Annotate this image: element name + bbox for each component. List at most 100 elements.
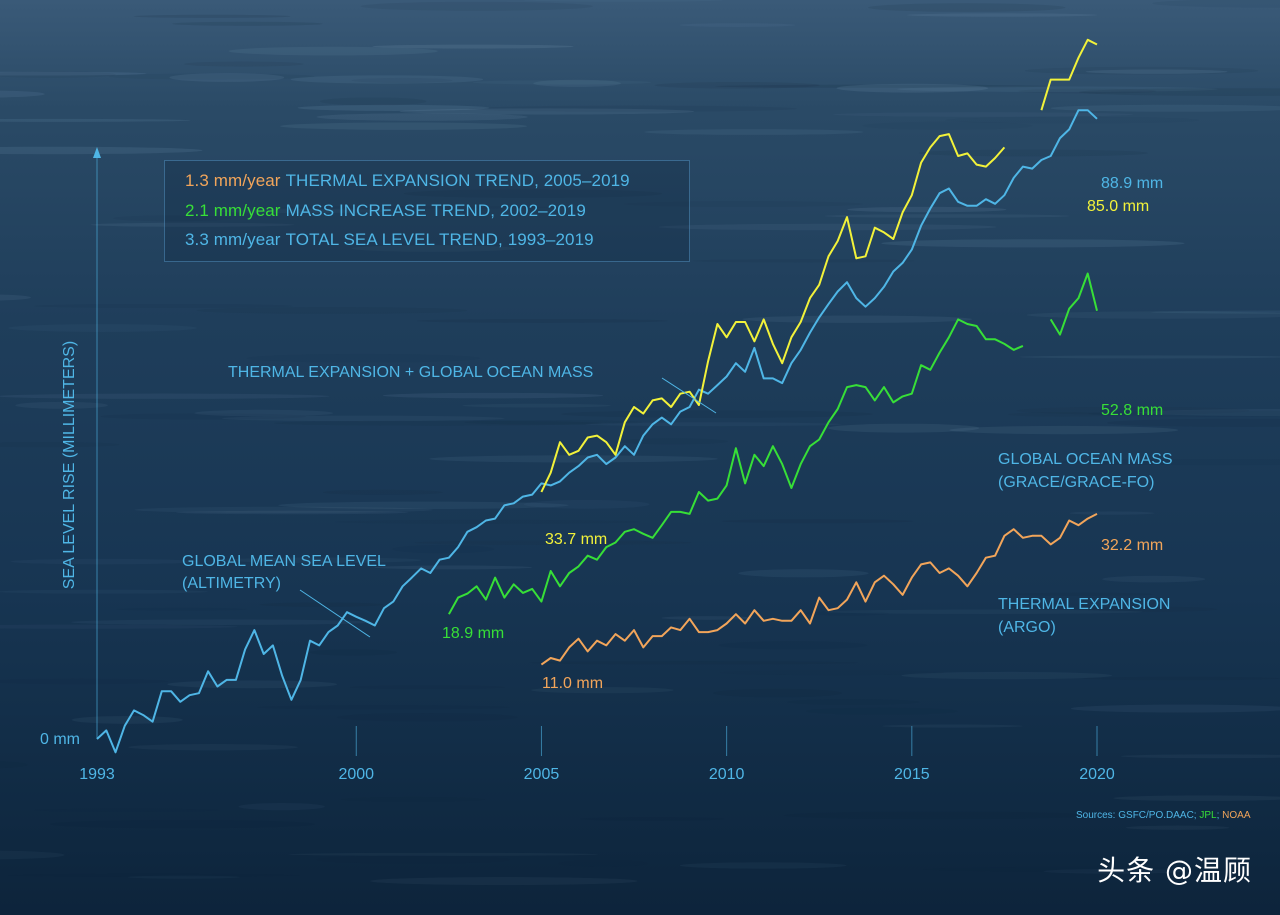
wave-ripple: [1013, 592, 1153, 596]
wave-ripple: [0, 761, 28, 769]
end-value-combined: 85.0 mm: [1087, 198, 1149, 215]
sources-noaa: NOAA: [1222, 810, 1251, 821]
series-label-mass: (GRACE/GRACE-FO): [998, 474, 1154, 491]
wave-ripple: [0, 393, 330, 399]
wave-ripple: [196, 307, 468, 314]
wave-ripple: [290, 75, 484, 84]
wave-ripple: [1152, 0, 1280, 8]
legend-text: MASS INCREASE TREND, 2002–2019: [285, 201, 586, 220]
wave-ripple: [100, 413, 306, 420]
wave-ripple: [128, 744, 298, 751]
wave-ripple: [468, 105, 798, 112]
legend-rate: 3.3 mm/year: [185, 230, 281, 249]
wave-ripple: [531, 687, 674, 694]
wave-ripple: [257, 705, 510, 710]
wave-ripple: [15, 401, 108, 409]
wave-ripple: [403, 189, 663, 199]
wave-ripple: [370, 877, 638, 886]
wave-ripple: [112, 215, 232, 222]
wave-ripple: [464, 420, 643, 425]
wave-ripple: [523, 499, 650, 509]
series-line-mass: [1049, 272, 1098, 336]
wave-ripple: [654, 81, 820, 89]
wave-ripple: [1070, 704, 1280, 713]
wave-ripple: [787, 699, 920, 705]
wave-ripple: [238, 803, 325, 811]
wave-ripple: [50, 819, 315, 829]
wave-ripple: [1151, 310, 1280, 314]
wave-ripple: [679, 862, 847, 869]
wave-ripple: [882, 724, 1023, 728]
wave-ripple: [824, 214, 1070, 218]
series-label-combined: THERMAL EXPANSION + GLOBAL OCEAN MASS: [228, 364, 593, 381]
series-label-mass: GLOBAL OCEAN MASS: [998, 451, 1173, 468]
wave-ripple: [416, 318, 668, 323]
wave-ripple: [278, 501, 569, 510]
series-line-total: [96, 109, 1098, 754]
x-tick-label: 2005: [524, 766, 560, 783]
wave-ripple: [644, 129, 864, 135]
legend-rate: 2.1 mm/year: [185, 201, 281, 220]
wave-ripple: [90, 222, 295, 227]
wave-ripple: [34, 303, 293, 308]
wave-ripple: [0, 71, 116, 78]
wave-ripple: [1079, 88, 1280, 96]
wave-ripple: [832, 112, 1134, 117]
wave-ripple: [391, 544, 495, 554]
wave-ripple: [1107, 418, 1280, 427]
wave-ripple: [349, 685, 506, 690]
legend-text: THERMAL EXPANSION TREND, 2005–2019: [285, 171, 630, 190]
wave-ripple: [472, 80, 652, 85]
wave-ripple: [1018, 88, 1157, 94]
wave-ripple: [617, 438, 728, 445]
x-tick-label: 2000: [338, 766, 374, 783]
wave-ripple: [523, 0, 723, 2]
wave-ripple: [918, 149, 1148, 157]
sources-jpl: JPL: [1199, 810, 1217, 821]
wave-ripple: [1121, 754, 1280, 759]
wave-ripple: [322, 489, 443, 495]
wave-ripple: [309, 649, 398, 656]
wave-ripple: [175, 510, 409, 515]
leader-line-total: [299, 589, 371, 638]
wave-ripple: [133, 14, 291, 18]
wave-ripple: [215, 209, 393, 214]
wave-ripple: [0, 146, 203, 155]
wave-ripple: [558, 860, 648, 868]
legend-row-mass: 2.1 mm/year MASS INCREASE TREND, 2002–201…: [185, 201, 586, 221]
series-line-mass: [448, 318, 1024, 615]
wave-ripple: [429, 455, 718, 463]
wave-ripple: [273, 420, 601, 426]
wave-ripple: [847, 206, 1007, 213]
wave-ripple: [1088, 410, 1280, 417]
legend-row-thermal: 1.3 mm/year THERMAL EXPANSION TREND, 2005…: [185, 171, 630, 191]
legend-text: TOTAL SEA LEVEL TREND, 1993–2019: [285, 230, 594, 249]
wave-ripple: [1137, 408, 1280, 417]
wave-ripple: [1008, 412, 1116, 417]
x-tick-label: 2015: [894, 766, 930, 783]
wave-ripple: [1026, 311, 1280, 319]
wave-ripple: [585, 422, 842, 427]
wave-ripple: [297, 104, 490, 111]
wave-ripple: [1083, 676, 1280, 681]
start-value-thermal: 11.0 mm: [542, 675, 603, 692]
watermark-text: 头条 @温顾: [1097, 854, 1252, 887]
wave-ripple: [399, 108, 695, 115]
wave-ripple: [1113, 795, 1280, 801]
wave-ripple: [579, 817, 725, 821]
y-axis-arrow: [93, 147, 101, 158]
leader-line-combined: [661, 377, 717, 414]
wave-ripple: [221, 415, 505, 422]
start-value-mass: 18.9 mm: [442, 625, 504, 642]
wave-ripple: [10, 558, 196, 565]
wave-ripple: [6, 873, 301, 878]
wave-ripple: [1085, 69, 1228, 74]
end-value-mass: 52.8 mm: [1101, 402, 1163, 419]
sources-prefix: Sources: GSFC/PO.DAAC;: [1076, 810, 1200, 821]
wave-ripple: [169, 73, 285, 82]
series-label-thermal: THERMAL EXPANSION: [998, 596, 1170, 613]
wave-ripple: [382, 392, 604, 399]
wave-ripple: [108, 73, 315, 80]
wave-ripple: [115, 607, 248, 611]
